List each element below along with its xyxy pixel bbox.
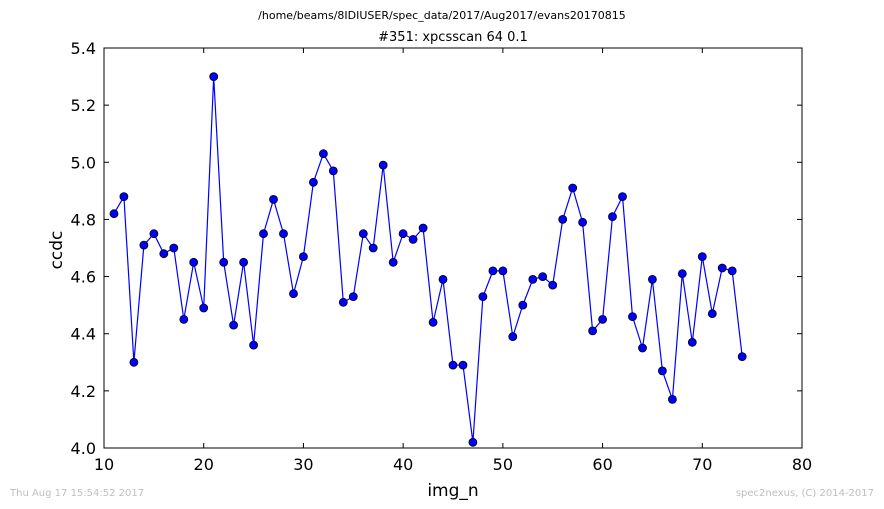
data-point-65 [648, 274, 657, 284]
data-point-35 [348, 292, 358, 302]
data-point-63 [628, 312, 637, 322]
x-tick-label-1: 20 [194, 455, 214, 474]
x-tick-label-3: 40 [393, 455, 413, 474]
data-point-39 [388, 257, 398, 267]
x-axis-label: img_n [427, 481, 478, 501]
data-point-48 [478, 292, 488, 302]
y-tick-label-7: 5.4 [71, 39, 96, 58]
data-point-59 [588, 326, 597, 336]
data-point-36 [358, 229, 368, 239]
data-point-50 [498, 266, 508, 276]
data-point-41 [408, 234, 418, 244]
data-point-70 [697, 252, 707, 262]
data-point-15 [149, 229, 159, 239]
footer-timestamp: Thu Aug 17 15:54:52 2017 [10, 488, 145, 499]
data-point-22 [219, 257, 229, 267]
data-point-32 [318, 149, 328, 159]
x-tick-label-5: 60 [592, 455, 612, 474]
x-tick-label-2: 30 [293, 455, 313, 474]
data-point-12 [119, 192, 129, 202]
data-point-21 [209, 72, 219, 81]
data-point-57 [568, 183, 578, 193]
data-point-40 [398, 229, 408, 239]
data-point-45 [448, 360, 458, 370]
data-point-19 [189, 257, 199, 267]
data-point-20 [199, 303, 209, 313]
axis-ticks [103, 47, 803, 449]
data-point-74 [737, 352, 747, 362]
data-point-16 [159, 249, 169, 259]
tick-labels: 10 20 30 40 50 60 70 80 4.0 4.2 4.4 4.6 4.8 5.0 5.2 5.4 [71, 39, 813, 474]
data-point-55 [548, 280, 558, 290]
data-points [109, 72, 747, 447]
data-point-61 [608, 212, 617, 222]
data-point-30 [298, 252, 308, 262]
y-axis-label: ccdc [47, 231, 67, 270]
x-tick-label-4: 50 [493, 455, 513, 474]
y-tick-label-3: 4.6 [71, 268, 96, 287]
chart-title: #351: xpcsscan 64 0.1 [378, 30, 528, 45]
y-tick-label-0: 4.0 [71, 439, 96, 458]
data-point-69 [687, 337, 697, 347]
data-point-73 [727, 266, 737, 276]
data-point-53 [528, 274, 538, 284]
data-point-24 [239, 257, 249, 267]
data-point-18 [179, 314, 189, 324]
y-tick-label-5: 5.0 [71, 153, 96, 172]
data-point-67 [668, 394, 677, 404]
data-point-17 [169, 243, 179, 253]
data-point-27 [269, 194, 278, 204]
data-point-29 [289, 289, 298, 299]
data-point-52 [518, 300, 528, 310]
data-point-58 [578, 217, 587, 227]
data-point-34 [338, 297, 348, 307]
data-point-14 [139, 240, 149, 250]
data-point-60 [598, 314, 607, 324]
data-point-66 [658, 366, 667, 376]
footer-credit: spec2nexus, (C) 2014-2017 [735, 488, 874, 499]
data-point-23 [229, 320, 239, 330]
y-tick-label-6: 5.2 [71, 96, 96, 115]
data-point-28 [279, 229, 288, 239]
data-point-54 [538, 272, 548, 282]
data-point-43 [428, 317, 438, 327]
x-tick-label-7: 80 [792, 455, 812, 474]
data-point-38 [378, 160, 388, 170]
data-point-72 [717, 263, 727, 273]
data-point-62 [618, 192, 627, 202]
y-tick-label-4: 4.8 [71, 210, 96, 229]
data-point-56 [558, 214, 568, 224]
data-point-68 [677, 269, 687, 279]
data-point-33 [328, 166, 338, 176]
data-point-49 [488, 266, 498, 276]
data-point-47 [468, 437, 478, 447]
y-tick-label-1: 4.2 [71, 382, 96, 401]
series-line [113, 76, 743, 443]
data-point-31 [308, 177, 318, 187]
data-point-42 [418, 223, 428, 233]
data-point-11 [109, 209, 119, 219]
data-point-64 [638, 343, 647, 353]
x-tick-label-0: 10 [94, 455, 114, 474]
data-point-46 [458, 360, 468, 370]
x-tick-label-6: 70 [692, 455, 712, 474]
plot-frame [103, 47, 803, 449]
data-point-37 [368, 243, 378, 253]
data-point-13 [129, 357, 139, 367]
data-point-44 [438, 274, 448, 284]
data-point-71 [707, 309, 717, 319]
data-point-51 [508, 332, 518, 342]
y-tick-label-2: 4.4 [71, 325, 96, 344]
data-point-25 [249, 340, 259, 350]
data-point-26 [259, 229, 268, 239]
file-path-header: /home/beams/8IDIUSER/spec_data/2017/Aug2… [258, 9, 626, 22]
